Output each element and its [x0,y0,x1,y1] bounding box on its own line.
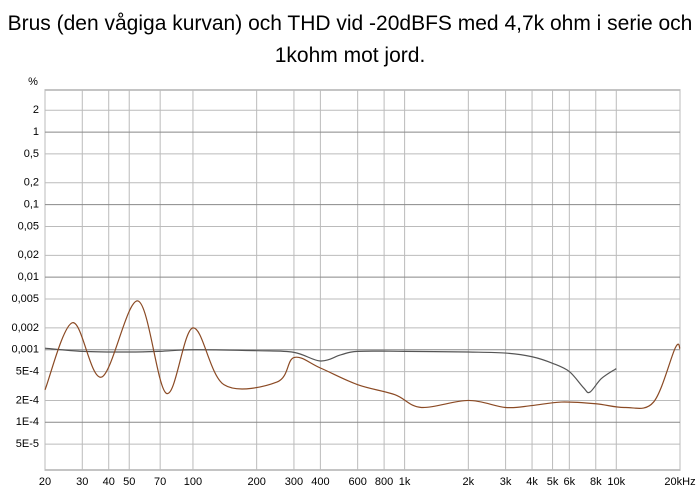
x-tick-label: 300 [285,476,303,488]
y-tick-label: 0,2 [24,177,39,189]
y-tick-label: 0,002 [11,322,39,334]
y-tick-label: 1E-4 [16,416,39,428]
x-tick-label: 20 [39,476,51,488]
x-tick-label: 5k [547,476,559,488]
x-tick-label: 600 [348,476,366,488]
x-tick-label: 2k [463,476,475,488]
x-tick-label: 1k [399,476,411,488]
x-tick-label: 6k [564,476,576,488]
x-tick-label: 30 [76,476,88,488]
plot-area [44,89,681,471]
y-tick-label: 0,01 [18,271,39,283]
y-tick-label: 0,005 [11,293,39,305]
x-tick-label: 50 [123,476,135,488]
y-tick-label: 2E-4 [16,394,39,406]
x-tick-label: 40 [103,476,115,488]
y-tick-label: 2 [33,104,39,116]
data-line [44,300,681,409]
y-tick-label: 5E-4 [16,365,39,377]
y-tick-label: 0,1 [24,199,39,211]
x-tick-label: 4k [526,476,538,488]
y-tick-label: 1 [33,126,39,138]
x-tick-label: 8k [590,476,602,488]
x-tick-label: 3k [500,476,512,488]
y-tick-label: 0,02 [18,249,39,261]
y-unit: % [28,76,38,88]
x-tick-label: 70 [154,476,166,488]
chart-title: Brus (den vågiga kurvan) och THD vid -20… [7,12,693,67]
x-tick-label: 800 [375,476,393,488]
y-tick-label: 0,5 [24,148,39,160]
data-line [44,347,617,394]
x-tick-label: 100 [184,476,202,488]
x-tick-label: 400 [311,476,329,488]
y-tick-label: 5E-5 [16,438,39,450]
x-tick-label: 10k [607,476,625,488]
x-tick-label: 20kHz [664,476,695,488]
y-tick-label: 0,05 [18,220,39,232]
y-tick-label: 0,001 [11,344,39,356]
x-tick-label: 200 [247,476,265,488]
